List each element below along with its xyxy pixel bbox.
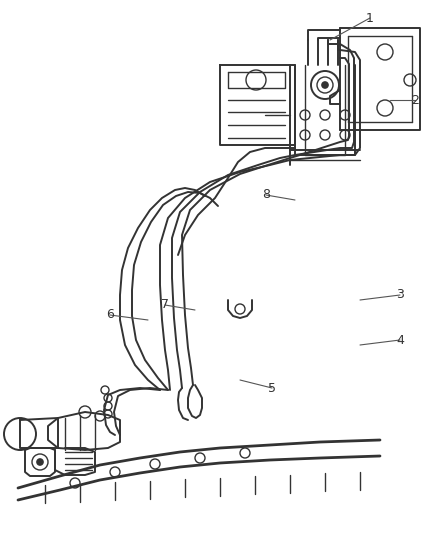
Circle shape bbox=[37, 459, 43, 465]
Circle shape bbox=[322, 82, 328, 88]
Text: 6: 6 bbox=[106, 309, 114, 321]
Text: 4: 4 bbox=[396, 334, 404, 346]
Text: 1: 1 bbox=[366, 12, 374, 25]
Text: 7: 7 bbox=[161, 298, 169, 311]
Text: 3: 3 bbox=[396, 288, 404, 302]
Text: 5: 5 bbox=[268, 382, 276, 394]
Text: 8: 8 bbox=[262, 189, 270, 201]
Text: 2: 2 bbox=[411, 93, 419, 107]
